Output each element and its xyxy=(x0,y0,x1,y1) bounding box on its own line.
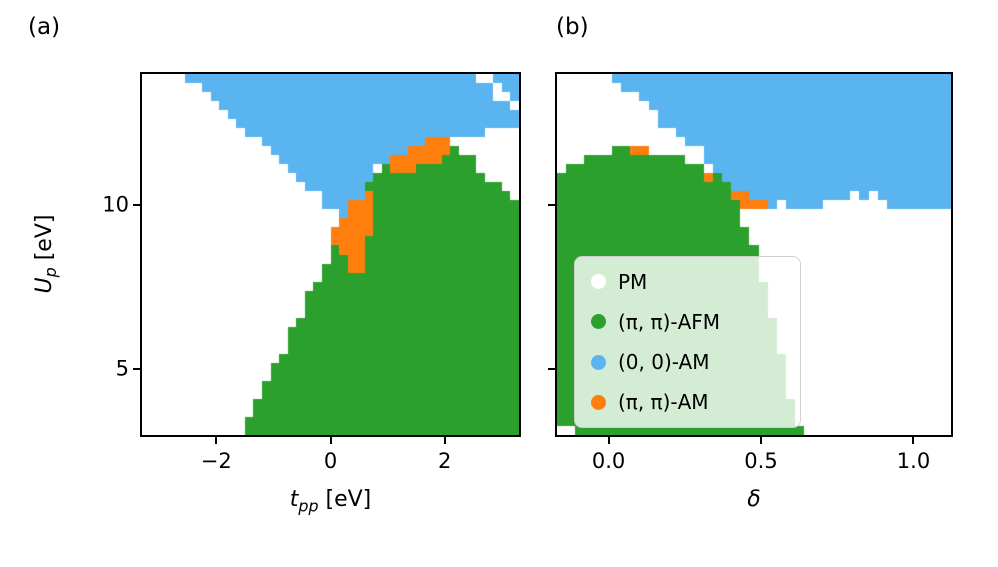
x-tick-mark xyxy=(760,437,762,444)
legend-item-afm: (π, π)-AFM xyxy=(591,308,784,335)
x-axis-label-a-var: t xyxy=(289,487,299,512)
legend-label-00am: (0, 0)-AM xyxy=(618,350,710,375)
y-axis-label-var: U xyxy=(31,277,57,294)
phase-map-a-canvas xyxy=(142,74,519,435)
y-tick-mark xyxy=(548,204,555,207)
x-axis-label-b-var: δ xyxy=(747,487,761,512)
x-tick-label: 0 xyxy=(323,448,338,473)
legend-item-pipiam: (π, π)-AM xyxy=(591,389,784,416)
legend-marker-pm-icon xyxy=(591,274,606,289)
legend-marker-afm-icon xyxy=(591,314,606,330)
x-axis-label-a: tpp [eV] xyxy=(140,487,521,515)
y-tick-mark xyxy=(133,204,140,207)
x-tick-mark xyxy=(912,437,915,444)
panel-a-plot: −2 0 2 5 10 xyxy=(102,72,521,473)
y-tick-label: 5 xyxy=(115,356,129,381)
legend-label-pipiam: (π, π)-AM xyxy=(618,390,709,415)
y-tick-label: 10 xyxy=(102,192,129,217)
y-axis-label: Up [eV] xyxy=(32,215,60,294)
x-tick-mark xyxy=(607,437,610,444)
legend-label-pm: PM xyxy=(618,269,648,294)
legend-marker-pipiam-icon xyxy=(591,394,606,410)
legend-item-00am: (0, 0)-AM xyxy=(591,349,784,376)
x-tick-label: 0.5 xyxy=(744,448,778,473)
legend-label-afm: (π, π)-AFM xyxy=(618,309,721,334)
panel-a-label: (a) xyxy=(28,14,61,40)
x-tick-mark xyxy=(443,437,446,444)
x-axis-label-a-sub: pp xyxy=(298,496,319,516)
legend-marker-00am-icon xyxy=(591,354,606,370)
x-tick-label: 0.0 xyxy=(591,448,626,473)
x-tick-label: 2 xyxy=(438,448,452,473)
x-tick-label: 1.0 xyxy=(896,448,931,473)
x-axis-label-a-unit: [eV] xyxy=(318,487,372,512)
x-tick-mark xyxy=(329,437,332,444)
x-tick-mark xyxy=(215,437,218,444)
legend-item-pm: PM xyxy=(591,268,784,295)
y-axis-label-sub: p xyxy=(41,267,61,278)
legend: PM (π, π)-AFM (0, 0)-AM (π, π)-AM xyxy=(574,256,801,428)
y-axis-label-unit: [eV] xyxy=(31,214,57,268)
y-tick-mark xyxy=(548,368,555,371)
x-tick-label: −2 xyxy=(200,448,232,473)
y-tick-mark xyxy=(133,368,140,371)
panel-b-label: (b) xyxy=(556,14,589,40)
x-axis-label-b: δ xyxy=(555,487,953,515)
